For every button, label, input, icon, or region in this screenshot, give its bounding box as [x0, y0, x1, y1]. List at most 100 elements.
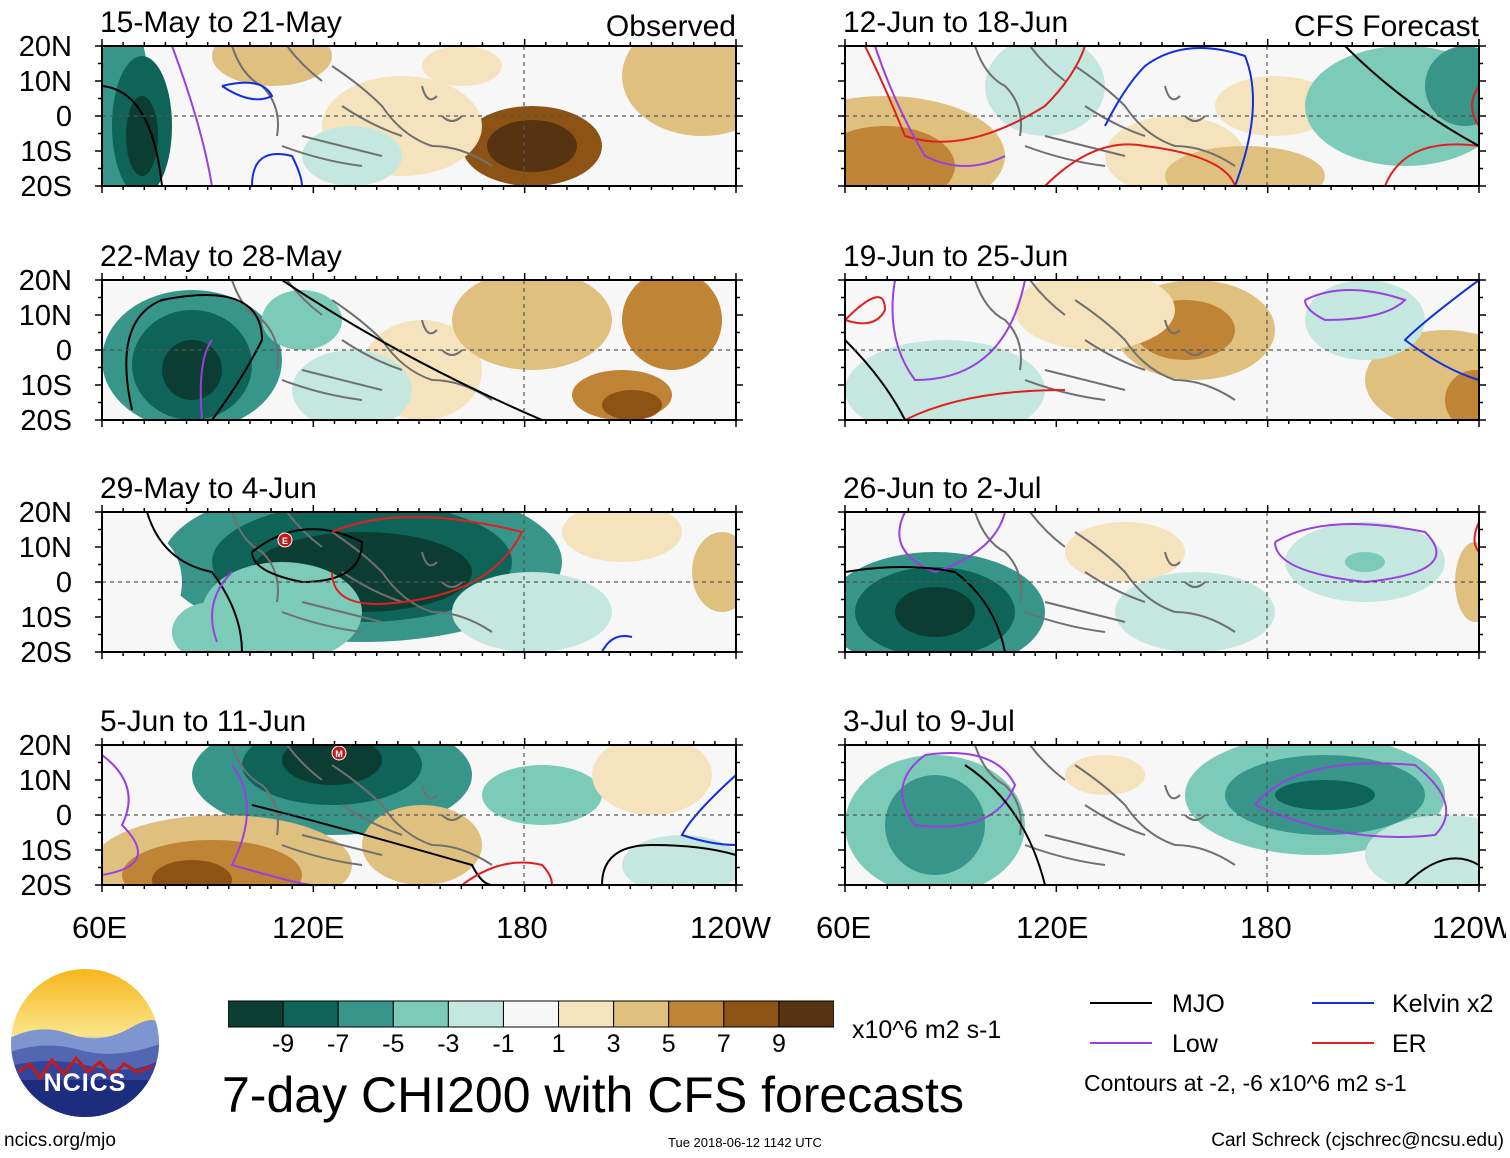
- panel-title: 5-Jun to 11-Jun: [100, 705, 306, 738]
- contour-line: [102, 85, 163, 186]
- contour-line: [281, 280, 543, 420]
- observed-label: Observed: [606, 10, 736, 43]
- anomaly-region: [1115, 572, 1275, 652]
- lat-label: 10S: [20, 136, 72, 168]
- anomaly-region: [1165, 146, 1325, 186]
- colorbar-swatch: [613, 1000, 670, 1028]
- anomaly-region: [885, 775, 985, 875]
- anomaly-region: [1065, 755, 1145, 795]
- anomaly-region: [452, 572, 612, 652]
- panel-title: 29-May to 4-Jun: [100, 472, 317, 505]
- anomaly-region: [622, 280, 722, 370]
- ncics-logo: NCICS: [11, 969, 159, 1117]
- contour-line: [1254, 762, 1448, 838]
- map-panel: 12-Jun to 18-Jun CFS Forecast: [838, 6, 1486, 193]
- contour-line: [146, 512, 243, 652]
- anomaly-region: [1455, 542, 1479, 622]
- coastline: [974, 512, 1236, 633]
- colorbar-tick-label: 1: [551, 1030, 566, 1058]
- lat-label: 0: [56, 800, 72, 832]
- contour-line: [901, 752, 1017, 828]
- logo-text: NCICS: [44, 1069, 127, 1097]
- anomaly-region: [292, 350, 412, 420]
- colorbar-tick-label: 3: [606, 1030, 621, 1058]
- lat-label: 20N: [19, 497, 72, 529]
- forecast-label: CFS Forecast: [1294, 10, 1480, 43]
- legend-line-low: [1090, 1042, 1152, 1044]
- cyclone-symbol: E: [277, 532, 293, 548]
- colorbar-swatch: [447, 1000, 504, 1028]
- coastline: [231, 745, 493, 866]
- colorbar-swatch: [668, 1000, 725, 1028]
- anomaly-region: [622, 46, 736, 136]
- anomaly-region: [845, 126, 955, 186]
- contour-line: [898, 512, 1006, 574]
- cyclone-letter: E: [282, 536, 288, 546]
- contour-line: [874, 46, 1006, 167]
- anomaly-region: [452, 280, 612, 370]
- lon-label: 180: [496, 910, 548, 945]
- legend-line-er: [1312, 1042, 1374, 1044]
- contour-line: [125, 294, 264, 420]
- contours-note: Contours at -2, -6 x10^6 m2 s-1: [1084, 1070, 1407, 1096]
- contour-line: [1473, 521, 1479, 553]
- anomaly-region: [487, 120, 577, 172]
- anomaly-region: [152, 860, 232, 885]
- contour-line: [461, 861, 553, 885]
- contour-line: [211, 571, 233, 643]
- lat-label: 10S: [20, 602, 72, 634]
- contour-line: [102, 754, 139, 876]
- author-credit: Carl Schreck (cjschrec@ncsu.edu): [1211, 1130, 1504, 1151]
- cyclone-symbol: M: [331, 745, 347, 761]
- lat-label: 10N: [19, 300, 72, 332]
- source-link[interactable]: ncics.org/mjo: [4, 1130, 116, 1151]
- lon-label: 120W: [690, 910, 771, 945]
- anomaly-region: [1345, 552, 1385, 572]
- contour-line: [864, 46, 1086, 143]
- colorbar-tick-label: -3: [437, 1030, 460, 1058]
- panel-title: 3-Jul to 9-Jul: [843, 705, 1015, 738]
- legend-label-er: ER: [1392, 1030, 1427, 1058]
- contour-line: [845, 296, 887, 325]
- anomaly-region: [895, 587, 975, 637]
- anomaly-region: [1425, 46, 1479, 126]
- lat-label: 10N: [19, 66, 72, 98]
- lat-label: 10S: [20, 370, 72, 402]
- contour-line: [1304, 289, 1407, 322]
- legend-label-low: Low: [1172, 1030, 1218, 1058]
- contour-line: [251, 804, 493, 885]
- lat-label: 20S: [20, 171, 72, 203]
- colorbar-swatch: [392, 1000, 449, 1028]
- contour-line: [1404, 857, 1479, 885]
- anomaly-region: [562, 512, 682, 562]
- colorbar-swatch: [228, 1000, 284, 1028]
- contour-line: [601, 635, 633, 652]
- lat-label: 20S: [20, 637, 72, 669]
- contour-line: [331, 516, 524, 605]
- anomaly-region: [1445, 370, 1479, 420]
- anomaly-region: [592, 745, 712, 815]
- lat-label: 20S: [20, 870, 72, 902]
- anomaly-region: [1365, 815, 1479, 885]
- lat-label: 20N: [19, 730, 72, 762]
- lat-label: 10S: [20, 835, 72, 867]
- contour-line: [199, 339, 213, 420]
- map-panel: 19-Jun to 25-Jun: [838, 240, 1486, 427]
- contour-line: [891, 280, 1026, 382]
- legend: MJO Kelvin x2 Low ER: [1084, 990, 1510, 1100]
- panel-title: 22-May to 28-May: [100, 240, 342, 273]
- colorbar-tick-label: 7: [716, 1030, 731, 1058]
- lon-label: 180: [1240, 910, 1292, 945]
- colorbar: [228, 1000, 834, 1028]
- anomaly-region: [482, 765, 602, 825]
- contour-line: [1274, 523, 1438, 584]
- legend-line-mjo: [1090, 1002, 1152, 1004]
- panel-title: 15-May to 21-May: [100, 6, 342, 39]
- anomaly-region: [1015, 280, 1175, 350]
- anomaly-region: [282, 745, 382, 785]
- panel-title: 19-Jun to 25-Jun: [843, 240, 1068, 273]
- colorbar-swatch: [337, 1000, 394, 1028]
- panel-title: 26-Jun to 2-Jul: [843, 472, 1041, 505]
